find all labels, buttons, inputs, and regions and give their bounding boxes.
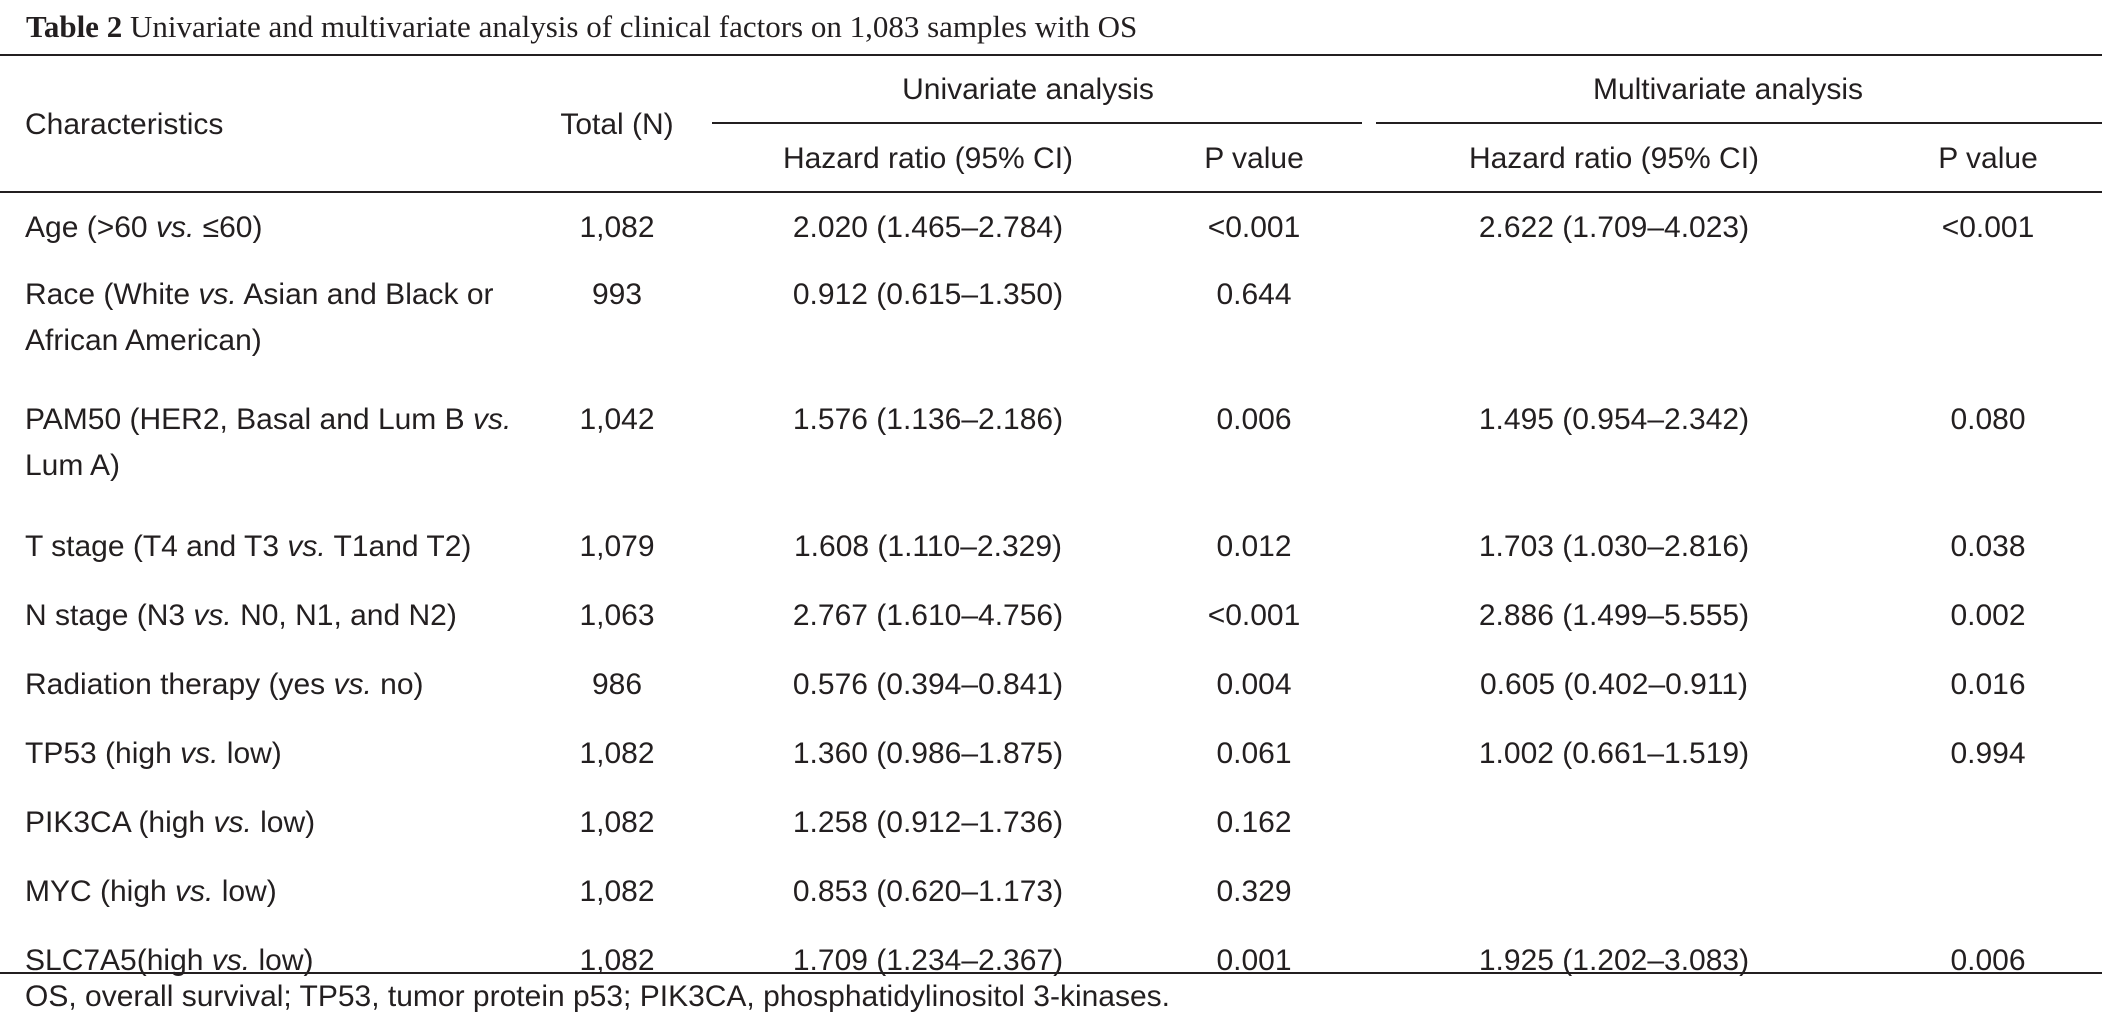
table-row: PAM50 (HER2, Basal and Lum B vs. Lum A) …	[0, 387, 2102, 512]
multi-hr-cell: 0.605 (0.402–0.911)	[1480, 667, 1748, 701]
total-cell: 986	[591, 667, 643, 701]
total-cell: 1,082	[579, 736, 655, 770]
total-cell: 1,082	[579, 943, 655, 977]
uni-hr-cell: 1.608 (1.110–2.329)	[794, 529, 1062, 563]
total-cell: 1,082	[579, 210, 655, 244]
multi-hr-cell	[1354, 788, 1874, 857]
multi-p-cell: 0.016	[1950, 667, 2026, 701]
characteristic-cell: T stage (T4 and T3 vs. T1and T2)	[25, 529, 472, 563]
table-row: Race (White vs. Asian and Black or Afric…	[0, 262, 2102, 387]
header-multivariate: Multivariate analysis	[1592, 73, 1864, 106]
total-cell: 993	[591, 278, 643, 311]
multi-hr-cell: 2.886 (1.499–5.555)	[1478, 598, 1750, 632]
univariate-underline	[712, 122, 1362, 124]
uni-p-cell: 0.004	[1216, 667, 1292, 701]
multi-p-cell: 0.038	[1950, 529, 2026, 563]
uni-hr-cell: 1.576 (1.136–2.186)	[792, 403, 1064, 436]
table-number: Table 2	[26, 9, 123, 44]
characteristic-cell: TP53 (high vs. low)	[25, 736, 282, 770]
multi-p-cell: 0.080	[1950, 403, 2026, 436]
uni-p-cell: 0.644	[1216, 278, 1292, 311]
total-cell: 1,082	[579, 805, 655, 839]
characteristic-cell: PIK3CA (high vs. low)	[25, 805, 316, 839]
table-row: T stage (T4 and T3 vs. T1and T2) 1,079 1…	[0, 512, 2102, 581]
characteristic-cell: N stage (N3 vs. N0, N1, and N2)	[25, 598, 457, 632]
multi-hr-cell: 1.925 (1.202–3.083)	[1478, 943, 1750, 977]
uni-hr-cell: 2.767 (1.610–4.756)	[792, 598, 1064, 632]
header-multi-p-value: P value	[1938, 141, 2038, 175]
uni-hr-cell: 1.258 (0.912–1.736)	[792, 805, 1064, 839]
table-footnote: OS, overall survival; TP53, tumor protei…	[25, 980, 1171, 1013]
uni-p-cell: 0.006	[1216, 403, 1292, 436]
uni-p-cell: <0.001	[1207, 210, 1301, 244]
multi-hr-cell	[1354, 262, 1874, 387]
results-table: Characteristics Total (N) Univariate ana…	[0, 56, 2102, 995]
uni-hr-cell: 0.912 (0.615–1.350)	[792, 278, 1064, 311]
uni-hr-cell: 0.853 (0.620–1.173)	[792, 874, 1064, 908]
header-uni-hazard-ratio: Hazard ratio (95% CI)	[782, 141, 1074, 175]
total-cell: 1,042	[579, 403, 655, 436]
uni-p-cell: 0.162	[1216, 805, 1292, 839]
uni-p-cell: 0.329	[1216, 874, 1292, 908]
characteristic-cell: Radiation therapy (yes vs. no)	[25, 667, 424, 701]
uni-p-cell: 0.001	[1216, 943, 1292, 977]
uni-p-cell: 0.012	[1216, 529, 1292, 563]
table-title: Univariate and multivariate analysis of …	[129, 9, 1138, 44]
multi-p-cell: 0.994	[1950, 736, 2026, 770]
uni-hr-cell: 1.360 (0.986–1.875)	[792, 736, 1064, 770]
characteristic-cell: Age (>60 vs. ≤60)	[25, 210, 263, 244]
table-row: Age (>60 vs. ≤60) 1,082 2.020 (1.465–2.7…	[0, 193, 2102, 262]
header-multi-hazard-ratio: Hazard ratio (95% CI)	[1468, 141, 1760, 175]
characteristic-cell: PAM50 (HER2, Basal and Lum B vs. Lum A)	[25, 403, 512, 482]
multi-p-cell: 0.002	[1950, 598, 2026, 632]
multi-hr-cell: 1.495 (0.954–2.342)	[1478, 403, 1750, 436]
multi-p-cell: 0.006	[1950, 943, 2026, 977]
total-cell: 1,082	[579, 874, 655, 908]
header-uni-p-value: P value	[1204, 141, 1304, 175]
multivariate-underline	[1376, 122, 2102, 124]
table-row: TP53 (high vs. low) 1,082 1.360 (0.986–1…	[0, 719, 2102, 788]
multi-p-cell	[1874, 262, 2102, 387]
header-rule	[0, 191, 2102, 193]
multi-p-cell	[1874, 857, 2102, 926]
multi-hr-cell: 2.622 (1.709–4.023)	[1478, 210, 1750, 244]
multi-hr-cell: 1.703 (1.030–2.816)	[1478, 529, 1750, 563]
header-total: Total (N)	[560, 107, 674, 141]
characteristic-cell: MYC (high vs. low)	[25, 874, 277, 908]
characteristic-cell: Race (White vs. Asian and Black or Afric…	[25, 278, 494, 357]
multi-hr-cell: 1.002 (0.661–1.519)	[1478, 736, 1750, 770]
table-row: SLC7A5(high vs. low) 1,082 1.709 (1.234–…	[0, 926, 2102, 995]
top-rule	[0, 54, 2102, 56]
table-row: Radiation therapy (yes vs. no) 986 0.576…	[0, 650, 2102, 719]
header-univariate: Univariate analysis	[902, 73, 1154, 106]
bottom-rule	[0, 972, 2102, 974]
table-caption: Table 2 Univariate and multivariate anal…	[26, 2, 1137, 52]
total-cell: 1,079	[579, 529, 655, 563]
table-row: PIK3CA (high vs. low) 1,082 1.258 (0.912…	[0, 788, 2102, 857]
multi-p-cell: <0.001	[1941, 210, 2035, 244]
uni-hr-cell: 0.576 (0.394–0.841)	[792, 667, 1064, 701]
header-characteristics: Characteristics	[25, 107, 224, 141]
multi-hr-cell	[1354, 857, 1874, 926]
table-row: N stage (N3 vs. N0, N1, and N2) 1,063 2.…	[0, 581, 2102, 650]
table-row: MYC (high vs. low) 1,082 0.853 (0.620–1.…	[0, 857, 2102, 926]
characteristic-cell: SLC7A5(high vs. low)	[25, 943, 314, 977]
uni-p-cell: 0.061	[1216, 736, 1292, 770]
multi-p-cell	[1874, 788, 2102, 857]
uni-p-cell: <0.001	[1207, 598, 1301, 632]
uni-hr-cell: 2.020 (1.465–2.784)	[792, 210, 1064, 244]
total-cell: 1,063	[579, 598, 655, 632]
uni-hr-cell: 1.709 (1.234–2.367)	[792, 943, 1064, 977]
